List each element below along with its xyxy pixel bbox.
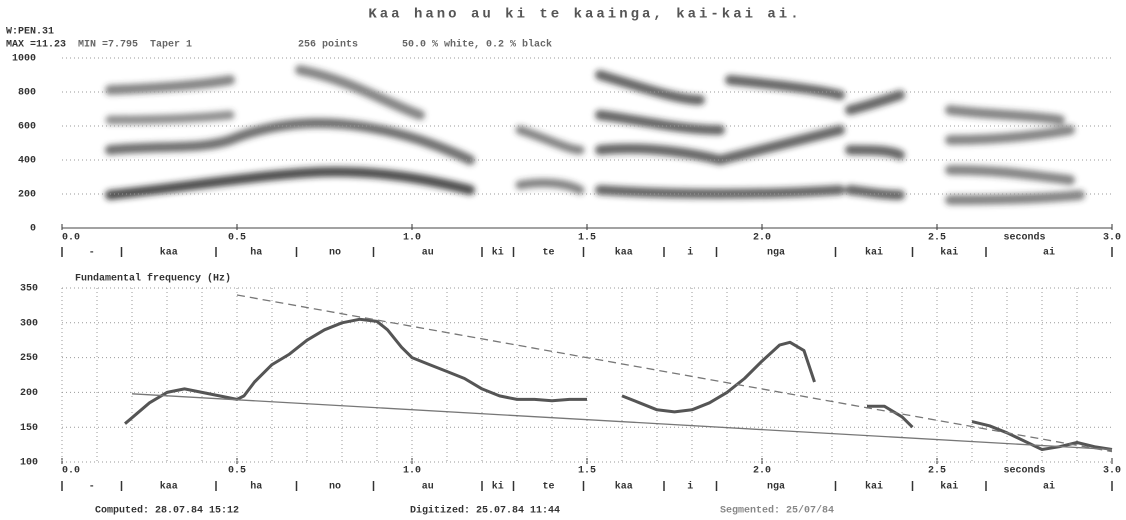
y-tick-label: 300 (20, 318, 38, 329)
file-name: W:PEN.31 (6, 27, 54, 38)
y-tick-label: 0 (30, 224, 36, 235)
segment-label: kaa (615, 247, 633, 259)
segment-label: nga (767, 482, 785, 493)
x-tick-label: 3.0 (1103, 466, 1121, 477)
points-info: 256 points (298, 39, 358, 51)
x-tick-label: 0.5 (228, 233, 246, 244)
y-tick-label: 600 (18, 122, 36, 133)
x-tick-label: 1.0 (403, 466, 421, 477)
x-tick-label: 1.0 (403, 233, 421, 244)
x-tick-label: 0.0 (62, 466, 80, 477)
digitized-note: Digitized: 25.07.84 11:44 (410, 505, 560, 517)
segment-label: i (687, 247, 693, 259)
segment-label: te (542, 248, 554, 259)
chart-title: Fundamental frequency (Hz) (75, 273, 231, 285)
x-tick-label: 2.5 (928, 466, 946, 477)
f0-line (236, 294, 1113, 453)
x-tick-label: 3.0 (1103, 233, 1121, 244)
computed-note: Computed: 28.07.84 15:12 (95, 505, 239, 517)
segment-label: nga (767, 248, 785, 259)
x-tick-label: 2.0 (753, 466, 771, 477)
segment-label: ki (492, 247, 504, 259)
segment-label: au (422, 482, 434, 493)
x-tick-label: 0.0 (62, 233, 80, 244)
segment-label: au (422, 248, 434, 259)
max-info: MAX =11.23 (6, 40, 66, 51)
x-tick-label: 2.5 (928, 233, 946, 244)
segment-label: kaa (160, 247, 178, 259)
y-tick-label: 250 (20, 353, 38, 364)
y-tick-label: 100 (20, 458, 38, 469)
segment-label: ai (1043, 481, 1055, 493)
taper-info: Taper 1 (150, 40, 192, 51)
min-info: MIN =7.795 (78, 40, 138, 51)
segment-label: ha (250, 481, 262, 493)
x-tick-label: 2.0 (753, 233, 771, 244)
f0-line (124, 317, 1113, 451)
x-tick-label: 1.5 (578, 233, 596, 244)
y-tick-label: 800 (18, 88, 36, 99)
f0-line (131, 393, 1113, 451)
x-axis-label: seconds (1003, 465, 1045, 477)
x-axis-label: seconds (1003, 232, 1045, 244)
segment-label: kai (865, 481, 883, 493)
segment-label: ha (250, 247, 262, 259)
segmented-note: Segmented: 25/07/84 (720, 505, 834, 517)
segment-label: i (687, 481, 693, 493)
spectrogram-texture (105, 65, 1085, 205)
y-tick-label: 400 (18, 156, 36, 167)
segment-label: te (542, 482, 554, 493)
segment-label: kai (940, 247, 958, 259)
segment-label: ki (492, 481, 504, 493)
segment-label: kaa (615, 481, 633, 493)
segment-label: kai (865, 247, 883, 259)
segment-label: kaa (160, 481, 178, 493)
segment-label: no (329, 248, 341, 259)
segment-label: ai (1043, 247, 1055, 259)
segment-label: kai (940, 481, 958, 493)
x-tick-label: 1.5 (578, 466, 596, 477)
segment-label: - (89, 248, 95, 259)
y-tick-label: 200 (18, 190, 36, 201)
y-tick-label: 1000 (12, 54, 36, 65)
y-tick-label: 150 (20, 423, 38, 434)
x-tick-label: 0.5 (228, 466, 246, 477)
y-tick-label: 200 (20, 388, 38, 399)
segment-label: - (89, 482, 95, 493)
shade-info: 50.0 % white, 0.2 % black (402, 39, 552, 51)
title: Kaa hano au ki te kaainga, kai-kai ai. (368, 7, 801, 23)
segment-label: no (329, 482, 341, 493)
y-tick-label: 350 (20, 284, 38, 295)
